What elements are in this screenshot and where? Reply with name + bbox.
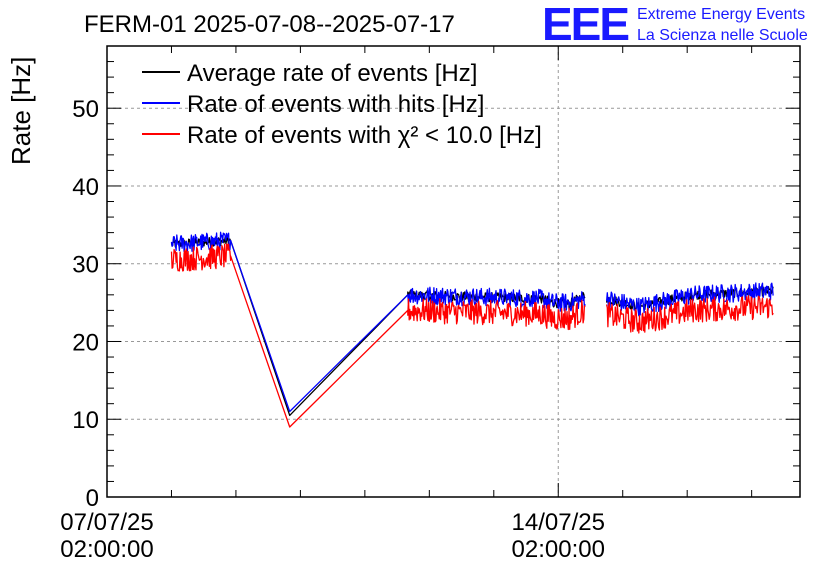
y-tick-label-30: 30 [72, 252, 99, 279]
series-layer [170, 231, 774, 428]
legend-label-hits: Rate of events with hits [Hz] [187, 91, 484, 118]
grid [107, 46, 800, 497]
y-tick-label-0: 0 [86, 485, 99, 512]
eee-logo-line2: La Scienza nelle Scuole [637, 27, 808, 44]
y-tick-label-40: 40 [72, 174, 99, 201]
series-2 [170, 243, 774, 428]
series-2-segment-0 [170, 243, 586, 428]
y-tick-label-50: 50 [72, 96, 99, 123]
legend-label-average: Average rate of events [Hz] [187, 60, 477, 87]
y-tick-label-10: 10 [72, 407, 99, 434]
x-tick-label-time-1: 02:00:00 [512, 536, 605, 563]
series-2-segment-1 [605, 295, 774, 334]
x-tick-label-date-1: 14/07/25 [512, 509, 605, 536]
x-tick-label-date-0: 07/07/25 [60, 509, 153, 536]
series-0 [170, 235, 774, 417]
series-1-segment-0 [170, 231, 586, 413]
axes [106, 45, 801, 498]
x-tick-label-time-0: 02:00:00 [60, 536, 153, 563]
tick-labels: 0102030405007/07/2502:00:0014/07/2502:00… [60, 96, 605, 563]
y-axis-label: Rate [Hz] [6, 57, 36, 165]
legend: Average rate of events [Hz] Rate of even… [142, 60, 542, 149]
chart-title: FERM-01 2025-07-08--2025-07-17 [84, 11, 455, 38]
eee-logo-mark: EEE [542, 0, 628, 50]
series-1 [170, 231, 774, 413]
series-1-segment-1 [605, 282, 774, 317]
y-tick-label-20: 20 [72, 329, 99, 356]
plot-frame [106, 45, 801, 498]
eee-logo-line1: Extreme Energy Events [637, 6, 805, 23]
legend-label-chi2: Rate of events with χ² < 10.0 [Hz] [187, 122, 542, 149]
